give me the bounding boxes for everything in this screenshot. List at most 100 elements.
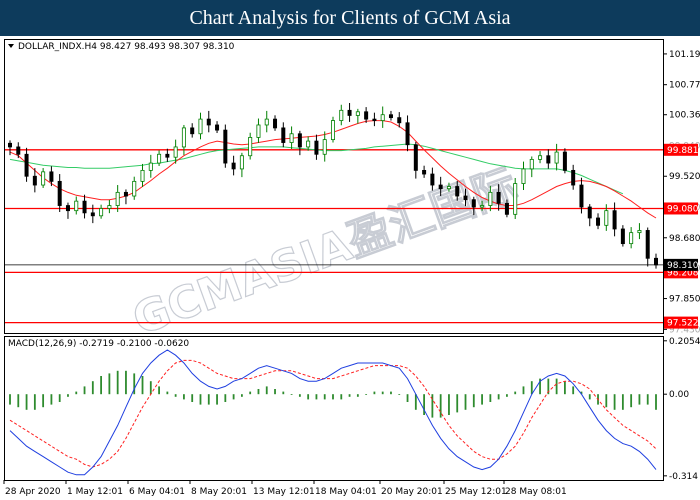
candle-body xyxy=(223,129,228,164)
macd-histogram-bar xyxy=(655,394,657,410)
macd-histogram-bar xyxy=(340,394,343,400)
macd-histogram-bar xyxy=(348,394,351,397)
level-label: 97.522 xyxy=(667,319,699,329)
price-tick-label: 97.850 xyxy=(669,295,700,305)
price-panel-frame xyxy=(4,39,664,334)
candle xyxy=(480,200,485,211)
macd-histogram-bar xyxy=(539,378,541,395)
candle-body xyxy=(198,118,203,135)
candlesticks xyxy=(7,102,659,269)
candle-body xyxy=(65,205,70,212)
candle xyxy=(99,204,104,219)
candle xyxy=(198,112,203,140)
header-bar: Chart Analysis for Clients of GCM Asia xyxy=(0,0,700,36)
macd-histogram-bar xyxy=(133,373,136,395)
macd-histogram-bar xyxy=(506,394,508,397)
macd-histogram-bar xyxy=(398,394,401,395)
candle-body xyxy=(372,118,377,121)
macd-histogram-bar xyxy=(547,378,550,395)
candle-body xyxy=(529,158,534,170)
candle-body xyxy=(463,195,468,201)
candle-body xyxy=(521,168,526,184)
candle xyxy=(645,227,650,267)
candle-body xyxy=(538,155,543,160)
candle-body xyxy=(49,171,54,182)
candle-body xyxy=(413,144,418,171)
macd-histogram-bar xyxy=(497,394,500,400)
candle xyxy=(24,147,29,182)
candle xyxy=(181,124,186,156)
candle xyxy=(571,164,576,190)
candle xyxy=(372,112,377,127)
macd-tick-label: 0.2054 xyxy=(669,337,700,347)
level-label-box xyxy=(664,316,698,329)
macd-histogram-bar xyxy=(199,394,202,405)
macd-histogram-bar xyxy=(448,394,450,415)
time-tick-label: 13 May 12:01 xyxy=(253,487,315,497)
candle-body xyxy=(620,228,625,245)
macd-histogram-bar xyxy=(75,391,78,395)
candle-body xyxy=(380,114,385,121)
candle xyxy=(107,199,112,214)
candle xyxy=(620,225,625,247)
candle-body xyxy=(132,180,137,197)
candle-body xyxy=(330,120,335,141)
candle-body xyxy=(654,257,659,266)
macd-histogram-bar xyxy=(472,394,475,408)
candle xyxy=(455,180,460,201)
macd-histogram-bar xyxy=(42,394,45,408)
macd-histogram-bar xyxy=(530,381,533,395)
candle-body xyxy=(281,127,286,143)
candle-body xyxy=(554,151,559,164)
candle xyxy=(7,140,12,156)
candle-body xyxy=(41,171,46,186)
candle xyxy=(579,177,584,214)
macd-histogram-bar xyxy=(9,394,11,405)
candle-body xyxy=(99,208,104,217)
macd-histogram-bar xyxy=(232,394,235,400)
candle xyxy=(231,155,236,176)
macd-histogram-bar xyxy=(125,370,127,395)
candle xyxy=(330,116,335,143)
macd-histogram-bar xyxy=(265,386,268,395)
candle xyxy=(446,182,451,192)
macd-histogram-bar xyxy=(621,394,624,410)
candle xyxy=(256,118,261,143)
level-label: 98.208 xyxy=(667,268,699,278)
price-axis: 101.190100.770100.36099.94099.52099.1009… xyxy=(664,50,700,335)
macd-histogram-bar xyxy=(158,386,160,395)
macd-histogram-bar xyxy=(431,394,434,418)
time-tick-label: 6 May 04:01 xyxy=(129,487,185,497)
candle xyxy=(397,112,402,128)
time-tick-label: 25 May 12:01 xyxy=(445,487,507,497)
macd-info: MACD(12,26,9) -0.2719 -0.2100 -0.0620 xyxy=(8,339,189,349)
macd-histogram-bar xyxy=(257,389,260,395)
candle-body xyxy=(571,169,576,186)
candle-body xyxy=(264,118,269,126)
macd-histogram-bar xyxy=(414,394,417,410)
macd-indicator xyxy=(9,349,657,476)
chart-canvas[interactable]: GCMASIA盈汇国际 101.190100.770100.36099.9409… xyxy=(0,36,700,500)
candle xyxy=(438,176,443,197)
candle xyxy=(513,178,518,220)
price-tick-label: 99.520 xyxy=(669,172,700,182)
macd-histogram-bar xyxy=(183,394,185,400)
price-tick-label: 101.190 xyxy=(669,50,700,60)
candle-body xyxy=(173,146,178,158)
candle-body xyxy=(32,175,37,186)
candle-body xyxy=(422,169,427,175)
macd-histogram-bar xyxy=(514,391,517,395)
candle-body xyxy=(480,205,485,208)
dropdown-triangle-icon[interactable] xyxy=(8,44,14,48)
price-tick-label: 100.770 xyxy=(669,81,700,91)
macd-histogram-bar xyxy=(439,394,442,418)
candle-body xyxy=(596,217,601,226)
macd-tick-label: 0.00 xyxy=(669,390,689,400)
candle xyxy=(538,151,543,164)
candle xyxy=(132,176,137,200)
candle-body xyxy=(339,109,344,121)
candle-body xyxy=(248,137,253,157)
macd-histogram-bar xyxy=(108,373,111,395)
candle-body xyxy=(438,184,443,190)
macd-histogram-bar xyxy=(356,394,359,397)
